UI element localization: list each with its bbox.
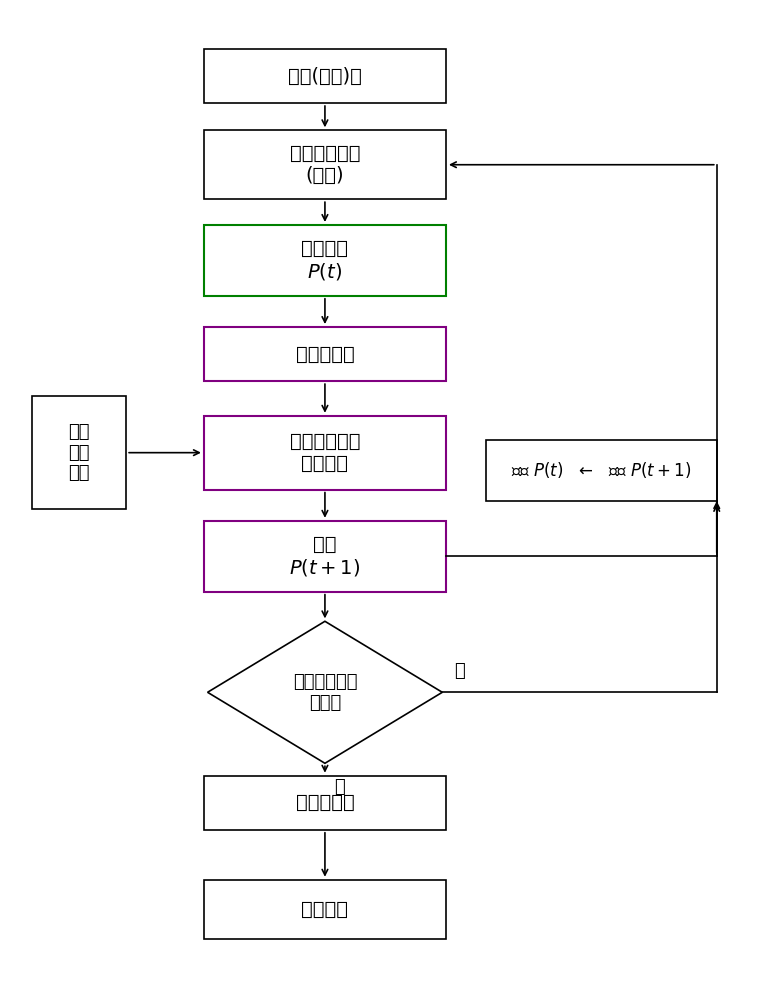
Text: 复制
交叉
变异: 复制 交叉 变异 [68,423,89,482]
Bar [204,776,446,830]
Text: 种群
$P(t+1)$: 种群 $P(t+1)$ [289,535,361,578]
Text: 通过遗传算法
存优去劣: 通过遗传算法 存优去劣 [290,432,360,473]
Text: 编码成染色体
(向量): 编码成染色体 (向量) [290,144,360,185]
Bar [204,49,446,103]
Text: 否: 否 [453,662,464,680]
Bar [204,416,446,490]
Text: 解码染色体: 解码染色体 [295,793,355,812]
Polygon shape [207,621,443,763]
Bar [204,880,446,939]
Bar [204,225,446,296]
Bar [204,130,446,199]
Text: 种群满足预定
指标？: 种群满足预定 指标？ [293,673,357,712]
Bar [486,440,717,501]
Bar [204,327,446,381]
Text: 种群 $P(t)$   $←$   种群 $P(t+1)$: 种群 $P(t)$ $←$ 种群 $P(t+1)$ [511,460,692,480]
Text: 初始(候选)解: 初始(候选)解 [288,66,362,85]
Bar [204,521,446,592]
Bar [32,396,126,509]
Text: 是: 是 [334,778,345,796]
Text: 解答空间: 解答空间 [301,900,348,919]
Text: 计算上料量: 计算上料量 [295,345,355,364]
Text: 确定种群
$P(t)$: 确定种群 $P(t)$ [301,239,348,282]
